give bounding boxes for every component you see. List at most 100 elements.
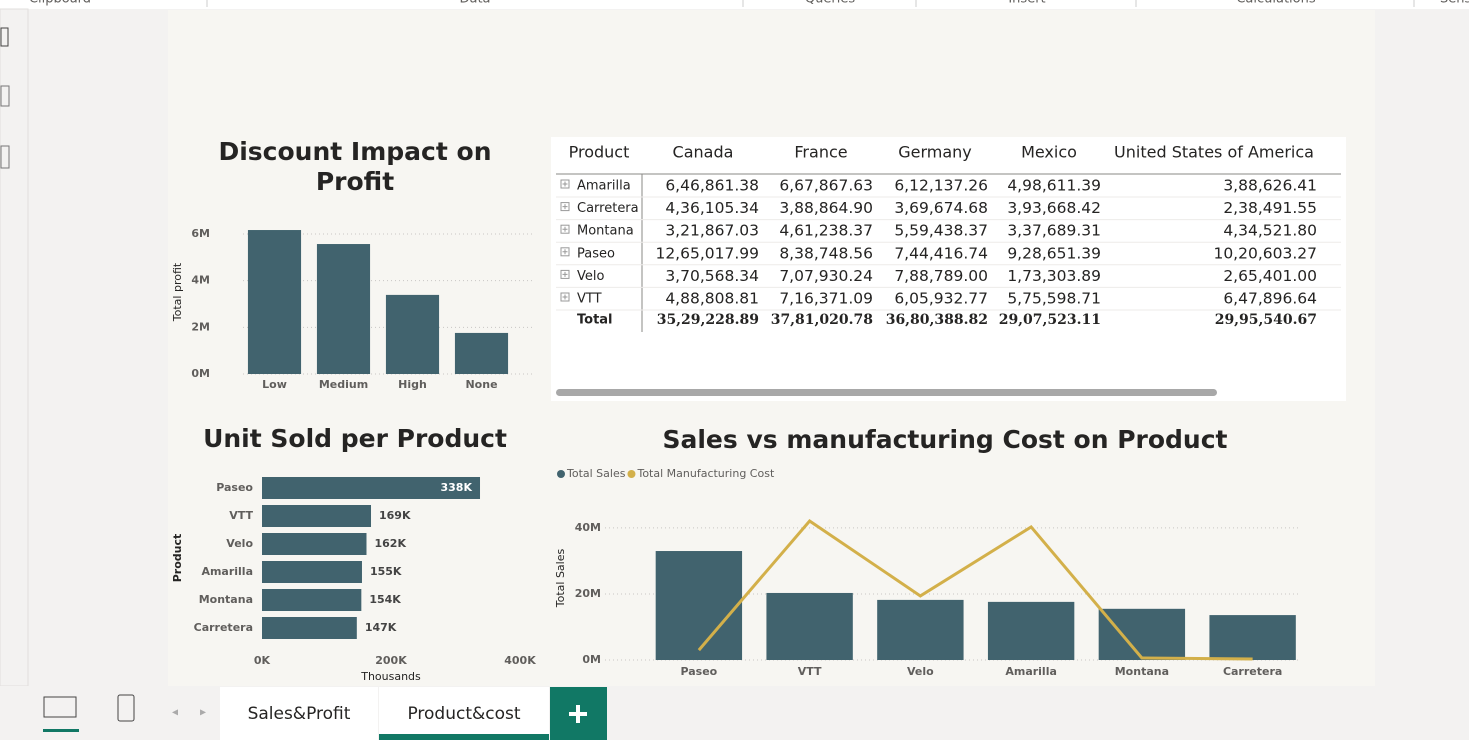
- ribbon-group: Data: [459, 0, 490, 7]
- x-tick-label: Montana: [1115, 665, 1169, 678]
- cell: 6,46,861.38: [665, 177, 759, 195]
- bar: [766, 592, 853, 660]
- cell: 4,61,238.37: [779, 222, 873, 240]
- cell: 7,88,789.00: [894, 267, 988, 285]
- cell: 7,16,371.09: [779, 290, 873, 308]
- expand-icon[interactable]: [560, 247, 570, 257]
- bar: [262, 533, 367, 555]
- y-tick-label: Amarilla: [201, 565, 253, 578]
- cell: 6,67,867.63: [779, 177, 873, 195]
- cell: 10,20,603.27: [1213, 244, 1317, 262]
- model-icon[interactable]: [0, 145, 10, 169]
- total-cell: 29,07,523.11: [999, 312, 1101, 328]
- cell: 3,88,864.90: [779, 199, 873, 217]
- row-header: Montana: [577, 224, 634, 239]
- y-tick-label: 4M: [191, 274, 210, 287]
- column-header: Product: [569, 143, 630, 162]
- chart-title: Discount Impact on Profit: [218, 137, 492, 196]
- ribbon-group: Calculations: [1236, 0, 1316, 7]
- y-axis-label: Product: [171, 534, 184, 583]
- column-header: United States of America: [1114, 143, 1314, 162]
- ribbon-group: Insert: [1008, 0, 1045, 7]
- data-label: 154K: [369, 593, 401, 606]
- cell: 6,05,932.77: [894, 290, 988, 308]
- tab-underline: [379, 734, 549, 740]
- bar: [1209, 615, 1296, 660]
- expand-icon[interactable]: [560, 202, 570, 212]
- cell: 3,93,668.42: [1007, 199, 1101, 217]
- bar: [385, 294, 440, 374]
- add-page-icon[interactable]: [569, 705, 587, 723]
- legend-marker: [627, 470, 636, 478]
- column-header: Germany: [898, 143, 972, 162]
- x-tick-label: Low: [262, 378, 287, 391]
- expand-icon[interactable]: [560, 292, 570, 302]
- column-header: Canada: [673, 143, 734, 162]
- y-tick-label: 2M: [191, 320, 210, 333]
- total-cell: 35,29,228.89: [657, 312, 759, 328]
- bar: [262, 589, 362, 611]
- cell: 7,44,416.74: [894, 244, 988, 262]
- data-label: 169K: [379, 509, 411, 522]
- line: [697, 518, 1253, 661]
- total-cell: 29,95,540.67: [1215, 312, 1317, 328]
- tab-label[interactable]: Sales&Profit: [248, 704, 351, 724]
- cell: 2,38,491.55: [1223, 199, 1317, 217]
- x-tick-label: Paseo: [680, 665, 717, 678]
- report-icon[interactable]: [0, 27, 9, 47]
- next-arrow[interactable]: ▸: [200, 705, 206, 719]
- row-header: Paseo: [577, 246, 615, 261]
- y-tick-label: VTT: [229, 509, 253, 522]
- tab-label[interactable]: Product&cost: [407, 704, 520, 724]
- data-label: 155K: [370, 565, 402, 578]
- bar: [247, 230, 302, 374]
- bar: [262, 617, 357, 639]
- table-icon[interactable]: [0, 85, 10, 107]
- expand-icon[interactable]: [560, 269, 570, 279]
- cell: 6,12,137.26: [894, 177, 988, 195]
- cell: 4,34,521.80: [1223, 222, 1317, 240]
- y-axis-label: Total Sales: [554, 549, 567, 609]
- legend-label: Total Sales: [566, 467, 626, 480]
- cell: 3,70,568.34: [665, 267, 759, 285]
- x-tick-label: 200K: [375, 654, 407, 667]
- tab-active[interactable]: [379, 687, 549, 740]
- x-tick-label: High: [398, 378, 427, 391]
- expand-icon[interactable]: [560, 179, 570, 189]
- x-tick-label: 0K: [254, 654, 271, 667]
- cell: 3,69,674.68: [894, 199, 988, 217]
- x-tick-label: Velo: [907, 665, 934, 678]
- cell: 8,38,748.56: [779, 244, 873, 262]
- bar: [1098, 608, 1186, 660]
- total-cell: 37,81,020.78: [771, 312, 873, 328]
- bar: [454, 332, 509, 374]
- column-header: France: [794, 143, 847, 162]
- expand-icon[interactable]: [560, 224, 570, 234]
- expand-plus: [562, 249, 568, 255]
- desktop-view[interactable]: [43, 696, 77, 718]
- row-header: Amarilla: [577, 179, 631, 194]
- cell: 7,07,930.24: [779, 267, 873, 285]
- prev-arrow[interactable]: ◂: [172, 705, 178, 719]
- bar: [262, 561, 362, 583]
- tab[interactable]: [220, 687, 378, 740]
- data-label: 147K: [365, 621, 397, 634]
- scrollbar[interactable]: [556, 389, 1217, 396]
- cell: 4,98,611.39: [1007, 177, 1101, 195]
- x-tick-label: Carretera: [1223, 665, 1282, 678]
- data-label: 162K: [374, 537, 406, 550]
- cell: 1,73,303.89: [1007, 267, 1101, 285]
- expand-plus: [562, 271, 568, 277]
- row-header: Carretera: [577, 201, 639, 216]
- y-tick-label: 0M: [582, 653, 601, 666]
- bar: [987, 601, 1075, 660]
- bar: [262, 477, 481, 499]
- y-tick-label: 0M: [191, 367, 210, 380]
- x-tick-label: None: [465, 378, 497, 391]
- mobile-view[interactable]: [117, 694, 135, 722]
- y-tick-label: Carretera: [194, 621, 253, 634]
- x-tick-label: VTT: [798, 665, 822, 678]
- y-tick-label: 20M: [575, 587, 601, 600]
- cell: 4,88,808.81: [665, 290, 759, 308]
